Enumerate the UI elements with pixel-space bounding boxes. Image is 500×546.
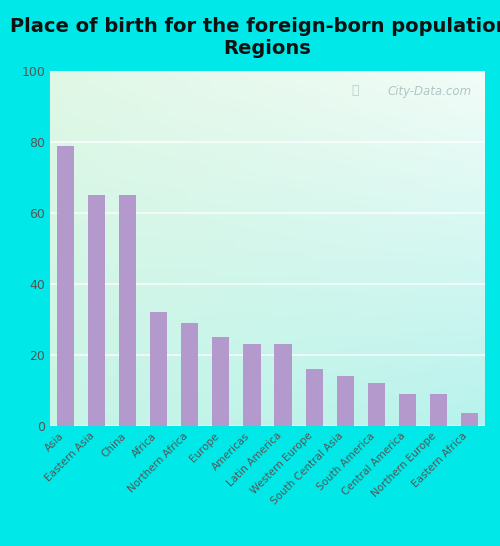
Title: Place of birth for the foreign-born population -
Regions: Place of birth for the foreign-born popu…	[10, 17, 500, 58]
Text: ⦿: ⦿	[352, 85, 359, 98]
Bar	[119, 195, 136, 426]
Bar	[368, 383, 385, 426]
Bar	[150, 312, 168, 426]
Bar	[336, 376, 353, 426]
Text: City-Data.com: City-Data.com	[388, 85, 472, 98]
Bar	[399, 394, 416, 426]
Bar	[212, 337, 230, 426]
Bar	[244, 345, 260, 426]
Bar	[306, 369, 322, 426]
Bar	[88, 195, 105, 426]
Bar	[57, 146, 74, 426]
Bar	[182, 323, 198, 426]
Bar	[274, 345, 291, 426]
Bar	[461, 413, 478, 426]
Bar	[430, 394, 447, 426]
